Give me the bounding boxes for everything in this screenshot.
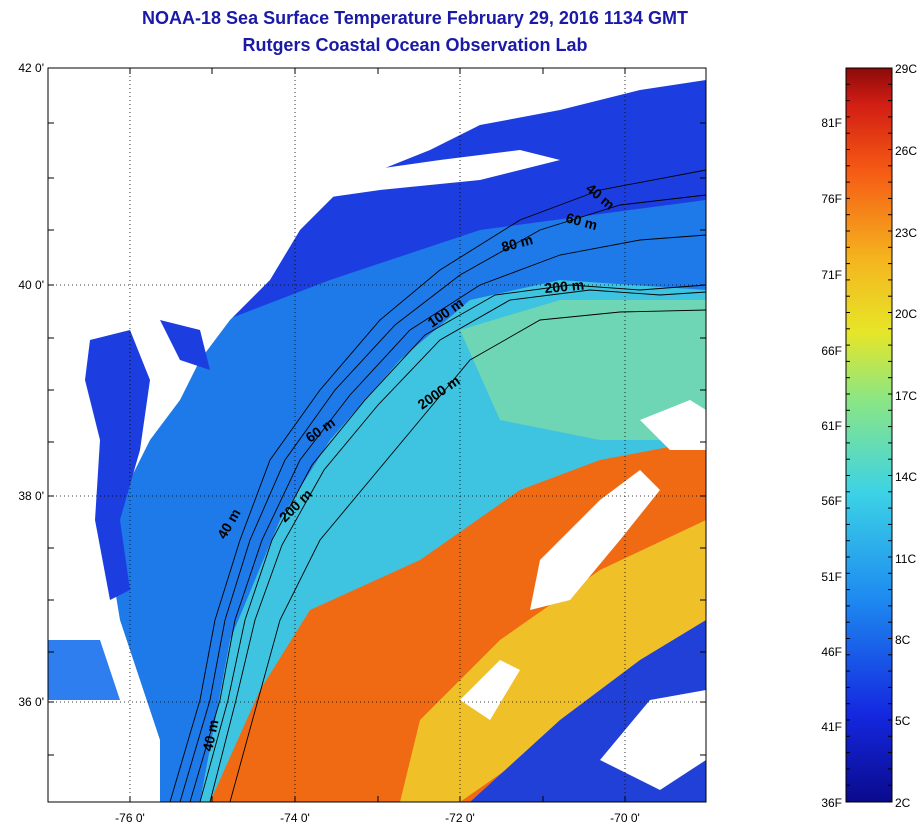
delaware-bay	[160, 320, 210, 370]
lat-label: 38 0'	[18, 489, 44, 503]
isobath-100m	[199, 284, 706, 802]
chesapeake-bay	[85, 330, 150, 600]
colorbar-f-label: 56F	[821, 494, 842, 508]
cloud-patch-2	[530, 470, 660, 610]
lat-label: 36 0'	[18, 695, 44, 709]
map-title: NOAA-18 Sea Surface Temperature February…	[142, 8, 688, 28]
cloud-patch-1	[600, 690, 706, 790]
isobath-40m	[169, 169, 706, 802]
lon-label: -76 0'	[115, 811, 145, 825]
isobath-label: 40 m	[199, 718, 221, 753]
graticule	[48, 68, 706, 802]
colorbar-f-label: 46F	[821, 645, 842, 659]
pamlico-sound	[48, 640, 120, 700]
lat-labels: 42 0' 40 0' 38 0' 36 0'	[18, 61, 44, 709]
colorbar-f-label: 71F	[821, 268, 842, 282]
slope-water-green	[460, 300, 706, 440]
gulf-stream-band	[400, 520, 706, 802]
lon-labels: -76 0' -74 0' -72 0' -70 0'	[115, 811, 640, 825]
colorbar-f-label: 66F	[821, 344, 842, 358]
lat-label: 40 0'	[18, 278, 44, 292]
isobath-2000m	[229, 309, 706, 802]
isobaths	[169, 169, 706, 802]
colorbar-labels: 29C 26C 23C 20C 17C 14C 11C 8C 5C 2C 81F…	[821, 62, 917, 810]
nc-coast	[48, 700, 160, 802]
colorbar-c-label: 26C	[895, 144, 917, 158]
map-frame	[47, 67, 707, 803]
isobath-200m	[209, 289, 706, 802]
colorbar-f-label: 51F	[821, 570, 842, 584]
lat-label: 42 0'	[18, 61, 44, 75]
colorbar-f-label: 76F	[821, 192, 842, 206]
colorbar-f-label: 61F	[821, 419, 842, 433]
long-island	[300, 150, 560, 200]
colorbar-c-label: 29C	[895, 62, 917, 76]
colorbar-f-label: 36F	[821, 796, 842, 810]
cloud-patch-3	[460, 660, 520, 720]
colorbar-c-label: 14C	[895, 470, 917, 484]
map-subtitle: Rutgers Coastal Ocean Observation Lab	[242, 35, 588, 55]
colorbar-c-label: 11C	[895, 552, 916, 566]
colorbar-c-label: 23C	[895, 226, 917, 240]
colorbar-f-label: 41F	[821, 720, 842, 734]
colorbar-ticks	[846, 67, 892, 802]
isobath-label: 200 m	[544, 277, 585, 296]
colorbar-f-label: 81F	[821, 116, 842, 130]
lon-label: -70 0'	[610, 811, 640, 825]
isobath-80m	[189, 234, 706, 802]
colorbar-c-label: 17C	[895, 389, 917, 403]
colorbar-c-label: 20C	[895, 307, 917, 321]
colorbar-c-label: 8C	[895, 633, 911, 647]
colorbar	[845, 67, 893, 803]
colorbar-c-label: 5C	[895, 714, 911, 728]
sst-field	[48, 68, 706, 802]
isobath-label: 80 m	[500, 231, 535, 255]
isobath-label: 60 m	[564, 209, 599, 233]
cloud-patch-4	[640, 400, 706, 450]
axis-ticks	[48, 67, 706, 802]
isobath-60m	[179, 194, 706, 802]
lon-label: -72 0'	[445, 811, 475, 825]
land-mass	[48, 68, 706, 802]
colorbar-c-label: 2C	[895, 796, 911, 810]
lon-label: -74 0'	[280, 811, 310, 825]
